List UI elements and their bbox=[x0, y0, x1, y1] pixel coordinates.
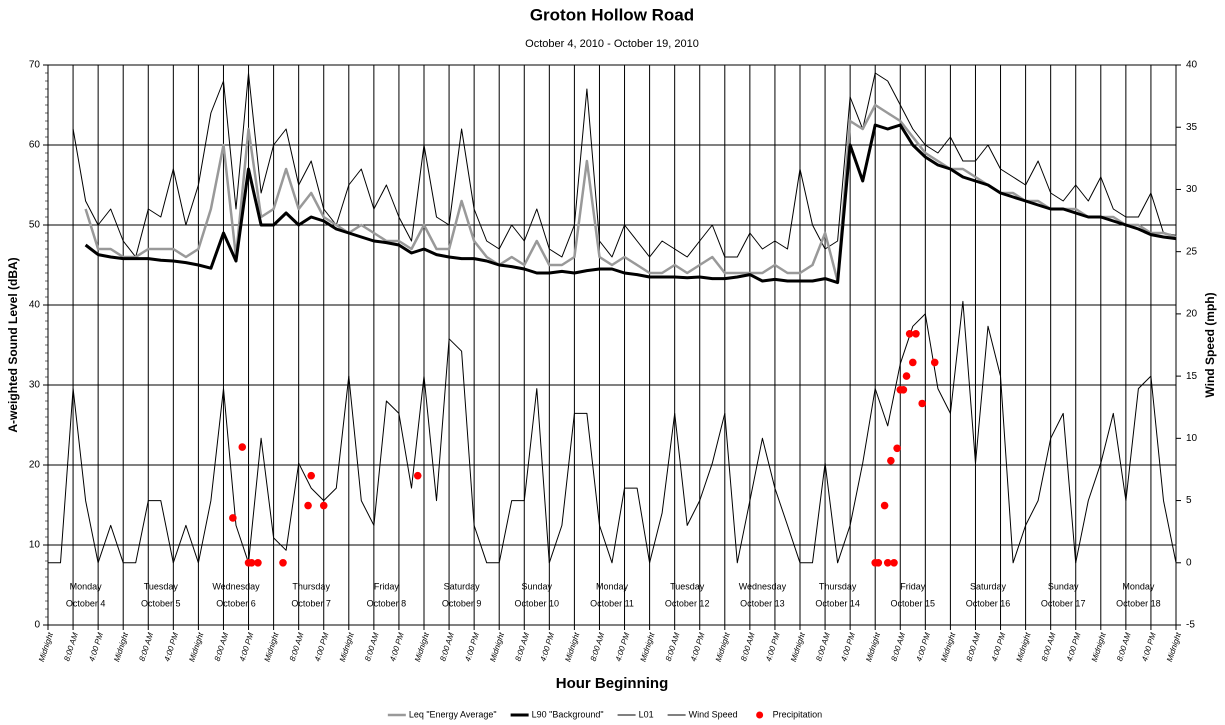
date-label: October 13 bbox=[740, 598, 785, 608]
precipitation-point bbox=[254, 558, 262, 567]
legend-label: Wind Speed bbox=[689, 709, 738, 719]
y-tick-label: 50 bbox=[29, 220, 41, 231]
day-label: Monday bbox=[1122, 581, 1155, 591]
day-label: Sunday bbox=[1048, 581, 1079, 591]
precipitation-point bbox=[909, 358, 917, 367]
date-label: October 8 bbox=[367, 598, 407, 608]
y-axis-label: A-weighted Sound Level (dBA) bbox=[6, 257, 20, 432]
day-label: Saturday bbox=[970, 581, 1007, 591]
day-label: Thursday bbox=[292, 581, 330, 591]
date-label: October 18 bbox=[1116, 598, 1161, 608]
precipitation-point bbox=[319, 501, 328, 510]
date-label: October 16 bbox=[966, 598, 1011, 608]
day-label: Sunday bbox=[522, 581, 553, 591]
y-tick-label: 20 bbox=[29, 460, 41, 471]
x-axis-label: Hour Beginning bbox=[556, 675, 669, 692]
precipitation-point bbox=[893, 444, 901, 453]
precipitation-point bbox=[880, 501, 889, 510]
series-line bbox=[84, 123, 1177, 285]
day-label: Tuesday bbox=[670, 581, 705, 591]
chart-subtitle: October 4, 2010 - October 19, 2010 bbox=[525, 38, 699, 50]
y2-tick-label: 20 bbox=[1186, 309, 1198, 320]
precipitation-point bbox=[874, 558, 883, 567]
precipitation-point bbox=[307, 471, 316, 480]
y-tick-label: 0 bbox=[34, 620, 40, 631]
precipitation-point bbox=[247, 558, 256, 567]
legend-label: L01 bbox=[639, 709, 654, 719]
y-tick-label: 70 bbox=[29, 60, 41, 71]
plot-frame bbox=[47, 64, 1177, 626]
day-label: Monday bbox=[596, 581, 629, 591]
date-label: October 5 bbox=[141, 598, 181, 608]
date-label: October 10 bbox=[515, 598, 560, 608]
precipitation-point bbox=[279, 558, 287, 567]
legend-label: Leq "Energy Average" bbox=[409, 709, 497, 719]
y2-tick-label: 10 bbox=[1186, 433, 1198, 444]
legend: Leq "Energy Average" L90 "Background" L01 W… bbox=[387, 709, 823, 719]
day-label: Wednesday bbox=[212, 581, 260, 591]
legend-marker bbox=[756, 711, 764, 719]
series-line bbox=[48, 300, 1177, 564]
legend-label: L90 "Background" bbox=[532, 709, 604, 719]
date-label: October 15 bbox=[891, 598, 936, 608]
date-label: October 17 bbox=[1041, 598, 1086, 608]
precipitation-point bbox=[918, 399, 926, 408]
y-tick-label: 30 bbox=[29, 380, 41, 391]
precipitation-point bbox=[905, 330, 914, 338]
y2-tick-label: -5 bbox=[1186, 620, 1195, 631]
date-label: October 14 bbox=[815, 598, 860, 608]
date-label: October 4 bbox=[66, 598, 106, 608]
precipitation-point bbox=[899, 386, 908, 394]
day-label: Tuesday bbox=[144, 581, 179, 591]
y2-tick-label: 5 bbox=[1186, 495, 1192, 506]
y-tick-label: 40 bbox=[29, 300, 41, 311]
precipitation-point bbox=[890, 558, 898, 567]
precipitation-point bbox=[238, 443, 247, 451]
legend-label: Precipitation bbox=[773, 709, 823, 719]
series-line bbox=[72, 72, 1177, 258]
precipitation-point bbox=[912, 330, 920, 338]
precipitation-point bbox=[902, 372, 911, 380]
y2-tick-label: 30 bbox=[1186, 184, 1198, 195]
day-label: Saturday bbox=[444, 581, 481, 591]
precipitation-point bbox=[229, 514, 237, 522]
precipitation-point bbox=[413, 471, 422, 480]
date-label: October 11 bbox=[590, 598, 634, 608]
y2-tick-label: 0 bbox=[1186, 557, 1192, 568]
day-label: Thursday bbox=[819, 581, 857, 591]
y2-tick-label: 25 bbox=[1186, 246, 1198, 257]
day-label: Wednesday bbox=[739, 581, 787, 591]
y2-tick-label: 15 bbox=[1186, 371, 1198, 382]
date-label: October 9 bbox=[442, 598, 482, 608]
chart-title: Groton Hollow Road bbox=[530, 5, 694, 24]
day-label: Friday bbox=[900, 581, 926, 591]
date-label: October 7 bbox=[291, 598, 331, 608]
precipitation-point bbox=[887, 456, 895, 465]
day-label: Monday bbox=[70, 581, 103, 591]
precipitation-point bbox=[883, 558, 892, 567]
y2-tick-label: 35 bbox=[1186, 122, 1198, 133]
day-label: Friday bbox=[374, 581, 400, 591]
y2-tick-label: 40 bbox=[1186, 60, 1198, 71]
y-tick-label: 60 bbox=[29, 140, 41, 151]
precipitation-point bbox=[304, 501, 312, 510]
date-label: October 12 bbox=[665, 598, 710, 608]
precipitation-point bbox=[930, 358, 939, 367]
date-label: October 6 bbox=[216, 598, 256, 608]
y-tick-label: 10 bbox=[29, 540, 41, 551]
y2-axis-label: Wind Speed (mph) bbox=[1203, 292, 1217, 397]
